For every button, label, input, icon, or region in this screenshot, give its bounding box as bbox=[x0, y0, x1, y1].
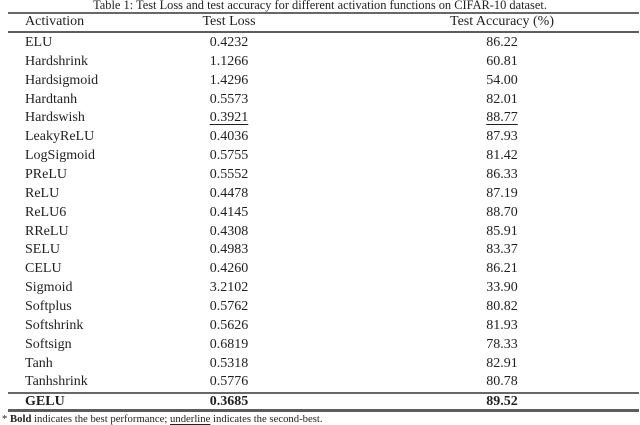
test-accuracy-cell: 88.70 bbox=[486, 204, 518, 220]
test-accuracy-cell: 89.52 bbox=[486, 393, 518, 409]
test-loss-cell: 0.4232 bbox=[209, 35, 249, 51]
activation-cell: RReLU bbox=[25, 223, 69, 239]
test-loss-cell: 0.5626 bbox=[209, 317, 249, 333]
test-accuracy-cell: 85.91 bbox=[486, 223, 518, 239]
test-loss-cell: 0.4036 bbox=[209, 129, 249, 145]
test-loss-cell: 0.4983 bbox=[209, 242, 249, 258]
activation-cell: Hardtanh bbox=[25, 91, 78, 107]
activation-cell: CELU bbox=[25, 261, 62, 277]
activation-cell: Tanhshrink bbox=[25, 374, 88, 390]
table-row: PReLU 0.5552 86.33 bbox=[0, 166, 640, 185]
activation-cell: SELU bbox=[25, 242, 60, 258]
table-header-row: Activation Test Loss Test Accuracy (%) bbox=[0, 13, 640, 31]
test-accuracy-cell: 78.33 bbox=[486, 336, 518, 352]
test-accuracy-cell: 80.78 bbox=[486, 374, 518, 390]
footnote-middle-text: indicates the best performance; bbox=[31, 412, 170, 425]
footnote-star: * bbox=[2, 412, 11, 425]
table-row: Softsign 0.6819 78.33 bbox=[0, 335, 640, 354]
test-loss-cell: 3.2102 bbox=[209, 280, 249, 296]
footnote-bold-word: Bold bbox=[10, 412, 32, 425]
table-row: Hardsigmoid 1.4296 54.00 bbox=[0, 71, 640, 90]
column-header-activation: Activation bbox=[25, 13, 85, 29]
activation-cell: Softplus bbox=[25, 299, 72, 315]
activation-cell: GELU bbox=[25, 393, 65, 409]
test-accuracy-cell: 60.81 bbox=[486, 53, 518, 69]
table-row: ReLU 0.4478 87.19 bbox=[0, 184, 640, 203]
activation-cell: Hardshrink bbox=[25, 53, 88, 69]
test-accuracy-cell: 87.19 bbox=[486, 185, 518, 201]
table-row: ReLU6 0.4145 88.70 bbox=[0, 203, 640, 222]
activation-cell: LogSigmoid bbox=[25, 148, 96, 164]
test-loss-cell: 0.5755 bbox=[209, 148, 249, 164]
table-row-second-best: Hardswish 0.3921 88.77 bbox=[0, 109, 640, 128]
test-accuracy-cell: 88.77 bbox=[486, 110, 518, 126]
test-accuracy-cell: 86.21 bbox=[486, 261, 518, 277]
table-row: Tanh 0.5318 82.91 bbox=[0, 354, 640, 373]
activation-cell: LeakyReLU bbox=[25, 129, 95, 145]
test-loss-cell: 0.5318 bbox=[209, 355, 249, 371]
column-header-test-loss: Test Loss bbox=[202, 13, 256, 29]
test-accuracy-cell: 80.82 bbox=[486, 299, 518, 315]
table-row: SELU 0.4983 83.37 bbox=[0, 241, 640, 260]
activation-cell: Hardsigmoid bbox=[25, 72, 99, 88]
test-loss-cell: 0.4308 bbox=[209, 223, 249, 239]
table-row-best: GELU 0.3685 89.52 bbox=[0, 393, 640, 410]
table-bottom-rule bbox=[8, 409, 639, 412]
table-row: CELU 0.4260 86.21 bbox=[0, 260, 640, 279]
test-loss-cell: 0.4145 bbox=[209, 204, 249, 220]
table-row: Hardtanh 0.5573 82.01 bbox=[0, 90, 640, 109]
test-accuracy-cell: 83.37 bbox=[486, 242, 518, 258]
table-header-rule bbox=[8, 30, 639, 34]
footnote-underline-word: underline bbox=[170, 412, 211, 425]
table-row: Softshrink 0.5626 81.93 bbox=[0, 316, 640, 335]
test-loss-cell: 0.6819 bbox=[209, 336, 249, 352]
table-row: Softplus 0.5762 80.82 bbox=[0, 298, 640, 317]
activation-cell: ReLU6 bbox=[25, 204, 67, 220]
table-row: RReLU 0.4308 85.91 bbox=[0, 222, 640, 241]
activation-cell: Hardswish bbox=[25, 110, 85, 126]
activation-cell: Softshrink bbox=[25, 317, 84, 333]
activation-cell: Tanh bbox=[25, 355, 53, 371]
activation-cell: ELU bbox=[25, 35, 53, 51]
table-row: Tanhshrink 0.5776 80.78 bbox=[0, 373, 640, 392]
activation-cell: Sigmoid bbox=[25, 280, 73, 296]
test-loss-cell: 0.3685 bbox=[209, 393, 249, 409]
test-accuracy-cell: 54.00 bbox=[486, 72, 518, 88]
test-accuracy-cell: 33.90 bbox=[486, 280, 518, 296]
test-loss-cell: 0.5776 bbox=[209, 374, 249, 390]
test-accuracy-cell: 81.42 bbox=[486, 148, 518, 164]
table-row: ELU 0.4232 86.22 bbox=[0, 34, 640, 53]
activation-cell: PReLU bbox=[25, 167, 67, 183]
test-accuracy-cell: 82.01 bbox=[486, 91, 518, 107]
table-row: Sigmoid 3.2102 33.90 bbox=[0, 279, 640, 298]
test-loss-cell: 0.4260 bbox=[209, 261, 249, 277]
table-separator-rule bbox=[8, 392, 639, 394]
table-row: LogSigmoid 0.5755 81.42 bbox=[0, 147, 640, 166]
test-loss-cell: 0.5552 bbox=[209, 167, 249, 183]
test-loss-cell: 0.5762 bbox=[209, 299, 249, 315]
test-loss-cell: 0.4478 bbox=[209, 185, 249, 201]
test-accuracy-cell: 86.22 bbox=[486, 35, 518, 51]
activation-cell: Softsign bbox=[25, 336, 72, 352]
test-loss-cell: 0.5573 bbox=[209, 91, 249, 107]
test-loss-cell: 1.4296 bbox=[209, 72, 249, 88]
test-loss-cell: 1.1266 bbox=[209, 53, 249, 69]
table-caption: Table 1: Test Loss and test accuracy for… bbox=[93, 0, 547, 12]
test-accuracy-cell: 87.93 bbox=[486, 129, 518, 145]
test-accuracy-cell: 82.91 bbox=[486, 355, 518, 371]
table-footnote: * Bold indicates the best performance; u… bbox=[2, 413, 323, 425]
activation-cell: ReLU bbox=[25, 185, 60, 201]
table-top-rule bbox=[8, 12, 639, 14]
column-header-test-accuracy: Test Accuracy (%) bbox=[450, 13, 554, 29]
test-accuracy-cell: 86.33 bbox=[486, 167, 518, 183]
table-row: Hardshrink 1.1266 60.81 bbox=[0, 52, 640, 71]
table-row: LeakyReLU 0.4036 87.93 bbox=[0, 128, 640, 147]
footnote-end-text: indicates the second-best. bbox=[210, 412, 323, 425]
test-loss-cell: 0.3921 bbox=[209, 110, 249, 126]
test-accuracy-cell: 81.93 bbox=[486, 317, 518, 333]
table-body: ELU 0.4232 86.22 Hardshrink 1.1266 60.81… bbox=[0, 34, 640, 392]
